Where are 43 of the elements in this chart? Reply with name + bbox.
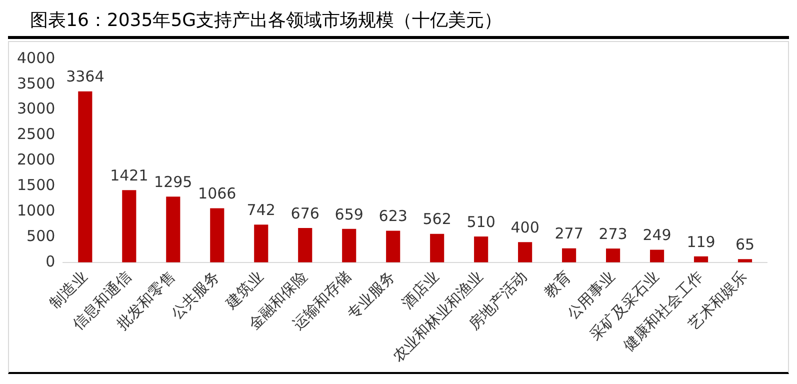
data-label: 249 <box>642 226 672 244</box>
y-tick-label: 1500 <box>16 176 56 194</box>
data-label: 3364 <box>66 68 104 86</box>
bar <box>430 234 444 262</box>
bar <box>518 242 532 262</box>
bar <box>694 256 708 262</box>
data-label: 65 <box>735 236 755 254</box>
y-tick-label: 2000 <box>16 150 56 169</box>
y-tick-label: 3000 <box>16 100 56 118</box>
bar <box>562 248 576 262</box>
y-tick-label: 4000 <box>16 48 56 67</box>
bar <box>650 250 664 262</box>
data-label: 119 <box>686 232 716 251</box>
data-label: 676 <box>290 204 320 222</box>
y-tick-label: 2500 <box>16 125 56 144</box>
data-label: 1421 <box>110 166 148 185</box>
bar <box>254 224 268 262</box>
bar <box>166 196 180 262</box>
data-label: 400 <box>510 218 540 236</box>
data-label: 273 <box>598 224 628 243</box>
data-label: 742 <box>246 201 276 220</box>
y-tick-label: 0 <box>46 252 56 270</box>
data-label: 659 <box>334 205 364 224</box>
data-label: 1066 <box>198 184 236 203</box>
bar <box>738 259 752 262</box>
data-label: 562 <box>422 210 452 228</box>
bar <box>474 236 488 262</box>
bar <box>210 208 224 262</box>
bar <box>78 91 92 262</box>
bar <box>606 248 620 262</box>
y-tick-label: 3500 <box>16 74 56 92</box>
bar <box>342 228 356 262</box>
data-label: 277 <box>554 224 584 243</box>
data-label: 623 <box>378 207 408 226</box>
bar <box>122 190 136 262</box>
data-label: 1295 <box>154 172 192 191</box>
y-tick-label: 500 <box>26 226 56 245</box>
bar <box>298 228 312 262</box>
chart-title: 图表16：2035年5G支持产出各领域市场规模（十亿美元） <box>8 8 789 39</box>
data-label: 510 <box>466 212 496 231</box>
bar <box>386 230 400 262</box>
x-tick-label: 教育 <box>540 268 575 302</box>
y-tick-label: 1000 <box>16 201 56 220</box>
